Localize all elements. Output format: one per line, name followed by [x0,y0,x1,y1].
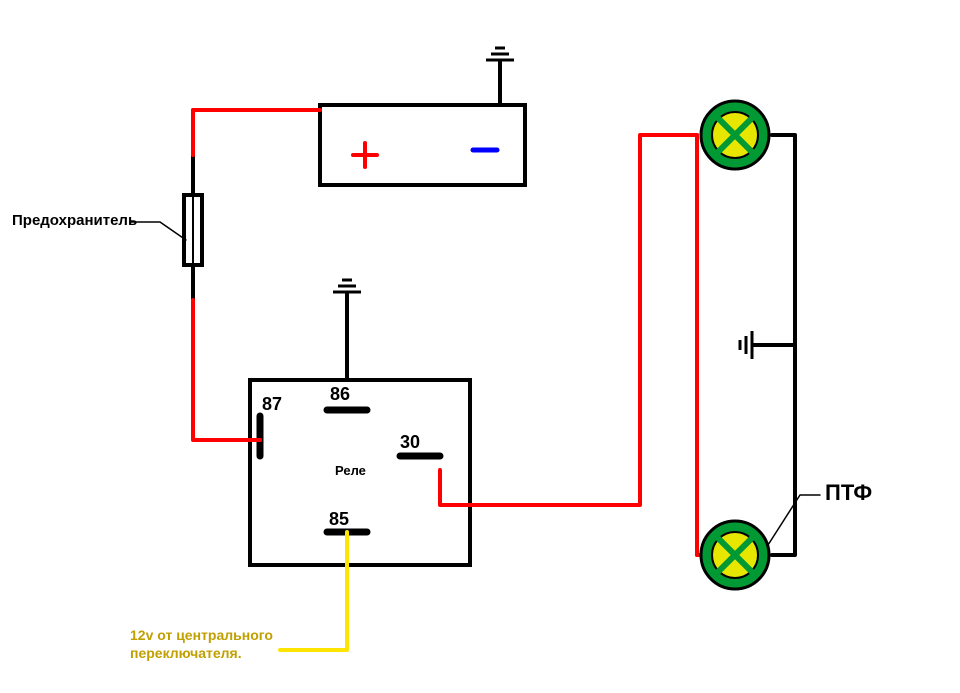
label-switch-1: 12v от центрального [130,627,273,643]
label-switch-2: переключателя. [130,645,242,661]
lamp-ground-icon [740,331,752,359]
circuit-diagram: Предохранитель Реле 87 86 30 85 ПТФ 12v от цент… [0,0,960,693]
battery-ground-icon [486,48,514,60]
wire-85-to-switch [280,532,347,650]
label-ptf: ПТФ [825,480,872,505]
relay-ground-icon [333,280,361,292]
label-86: 86 [330,384,350,404]
label-85: 85 [329,509,349,529]
fog-lamp-bottom [701,521,769,589]
fog-lamp-top [701,101,769,169]
label-87: 87 [262,394,282,414]
wire-battery-to-fuse [193,110,320,155]
label-fuse: Предохранитель [12,212,137,229]
battery-box [320,105,525,185]
wire-30-to-lamps [440,135,697,505]
leader-fuse [130,222,186,240]
label-relay: Реле [335,463,366,478]
label-30: 30 [400,432,420,452]
